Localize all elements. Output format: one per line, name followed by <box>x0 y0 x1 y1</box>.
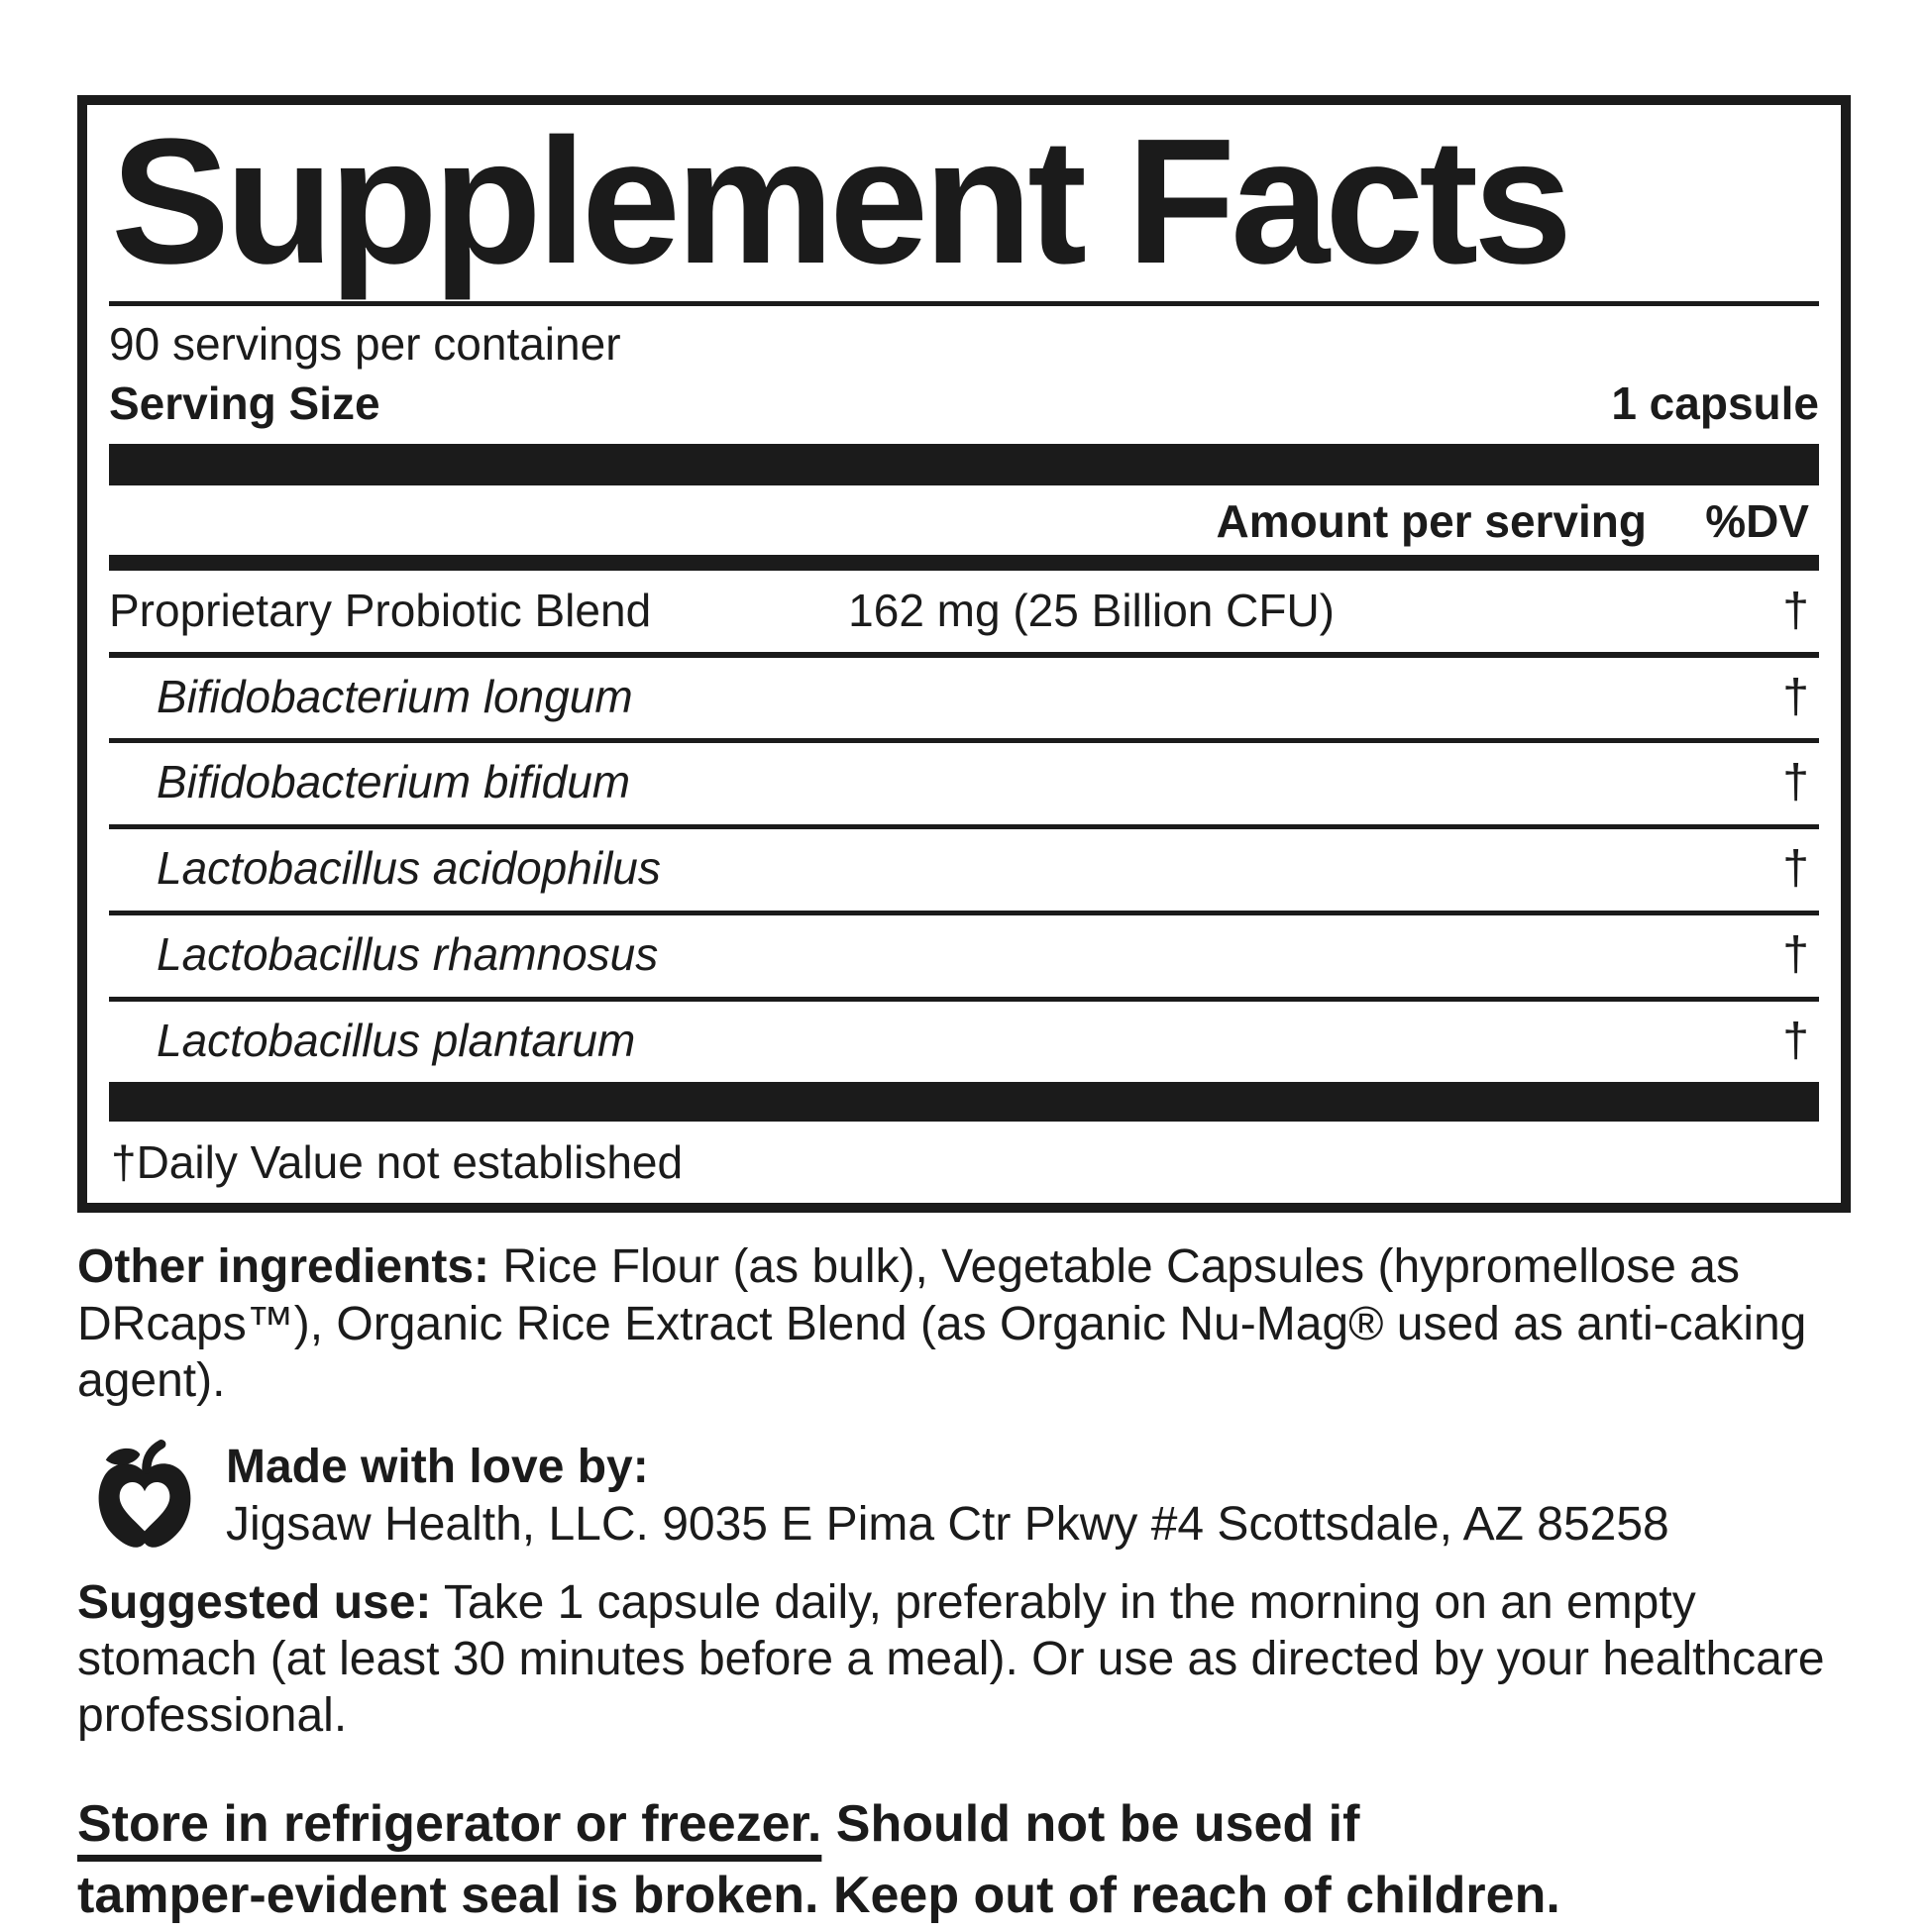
suggested-use-text: Take 1 capsule daily, preferably in the … <box>77 1575 1825 1743</box>
apple-heart-icon <box>98 1439 191 1548</box>
thick-divider-top <box>109 443 1819 485</box>
other-ingredients-text: Rice Flour (as bulk), Vegetable Capsules… <box>77 1240 1807 1407</box>
percent-dv-header: %DV <box>1705 494 1809 547</box>
suggested-use-paragraph: Suggested use: Take 1 capsule daily, pre… <box>77 1574 1861 1744</box>
strain-name: Lactobacillus rhamnosus <box>157 927 659 980</box>
serving-size-label: Serving Size <box>109 376 380 429</box>
column-header-row: Amount per serving %DV <box>109 485 1819 555</box>
thick-divider-bottom <box>109 1082 1819 1123</box>
storage-warning: Store in refrigerator or freezer. Should… <box>77 1789 1871 1932</box>
other-ingredients-paragraph: Other ingredients: Rice Flour (as bulk),… <box>77 1238 1861 1408</box>
table-row-strain: Lactobacillus acidophilus † <box>109 829 1819 915</box>
serving-size-value: 1 capsule <box>1611 376 1819 429</box>
title-divider <box>109 301 1819 306</box>
table-row-strain: Lactobacillus rhamnosus † <box>109 915 1819 1002</box>
manufacturer-address: Jigsaw Health, LLC. 9035 E Pima Ctr Pkwy… <box>226 1498 1669 1552</box>
amount-per-serving-header: Amount per serving <box>1216 494 1647 547</box>
serving-size-row: Serving Size 1 capsule <box>109 376 1819 430</box>
dagger-symbol: † <box>1782 670 1809 723</box>
servings-per-container: 90 servings per container <box>109 318 621 370</box>
dagger-symbol: † <box>1782 584 1809 637</box>
table-row-strain: Bifidobacterium longum † <box>109 658 1819 744</box>
made-with-love-label: Made with love by: <box>226 1440 649 1493</box>
blend-name: Proprietary Probiotic Blend <box>109 584 652 636</box>
strain-name: Lactobacillus plantarum <box>157 1014 636 1066</box>
storage-warning-line1: Store in refrigerator or freezer. Should… <box>77 1789 1871 1861</box>
dagger-symbol: † <box>1782 1014 1809 1067</box>
table-row-blend: Proprietary Probiotic Blend 162 mg (25 B… <box>109 571 1819 658</box>
storage-warning-line1-rest: Should not be used if <box>821 1795 1360 1854</box>
suggested-use-label: Suggested use: <box>77 1575 432 1629</box>
manufacturer-text: Made with love by: Jigsaw Health, LLC. 9… <box>226 1437 1669 1555</box>
supplement-facts-panel: Supplement Facts 90 servings per contain… <box>77 95 1851 1214</box>
storage-warning-line2: tamper-evident seal is broken. Keep out … <box>77 1866 1560 1924</box>
strain-name: Bifidobacterium bifidum <box>157 756 631 808</box>
strain-name: Bifidobacterium longum <box>157 670 633 722</box>
other-ingredients-label: Other ingredients: <box>77 1240 490 1294</box>
blend-amount: 162 mg (25 Billion CFU) <box>848 584 1335 636</box>
daily-value-footnote: †Daily Value not established <box>111 1136 684 1189</box>
strain-name: Lactobacillus acidophilus <box>157 842 661 895</box>
panel-title: Supplement Facts <box>111 102 1572 301</box>
medium-divider <box>109 554 1819 571</box>
table-row-strain: Lactobacillus plantarum † <box>109 1002 1819 1083</box>
table-row-strain: Bifidobacterium bifidum † <box>109 743 1819 830</box>
dagger-symbol: † <box>1782 756 1809 809</box>
dagger-symbol: † <box>1782 842 1809 896</box>
dagger-symbol: † <box>1782 927 1809 981</box>
manufacturer-block: Made with love by: Jigsaw Health, LLC. 9… <box>77 1437 1861 1555</box>
storage-warning-underlined: Store in refrigerator or freezer. <box>77 1795 822 1854</box>
